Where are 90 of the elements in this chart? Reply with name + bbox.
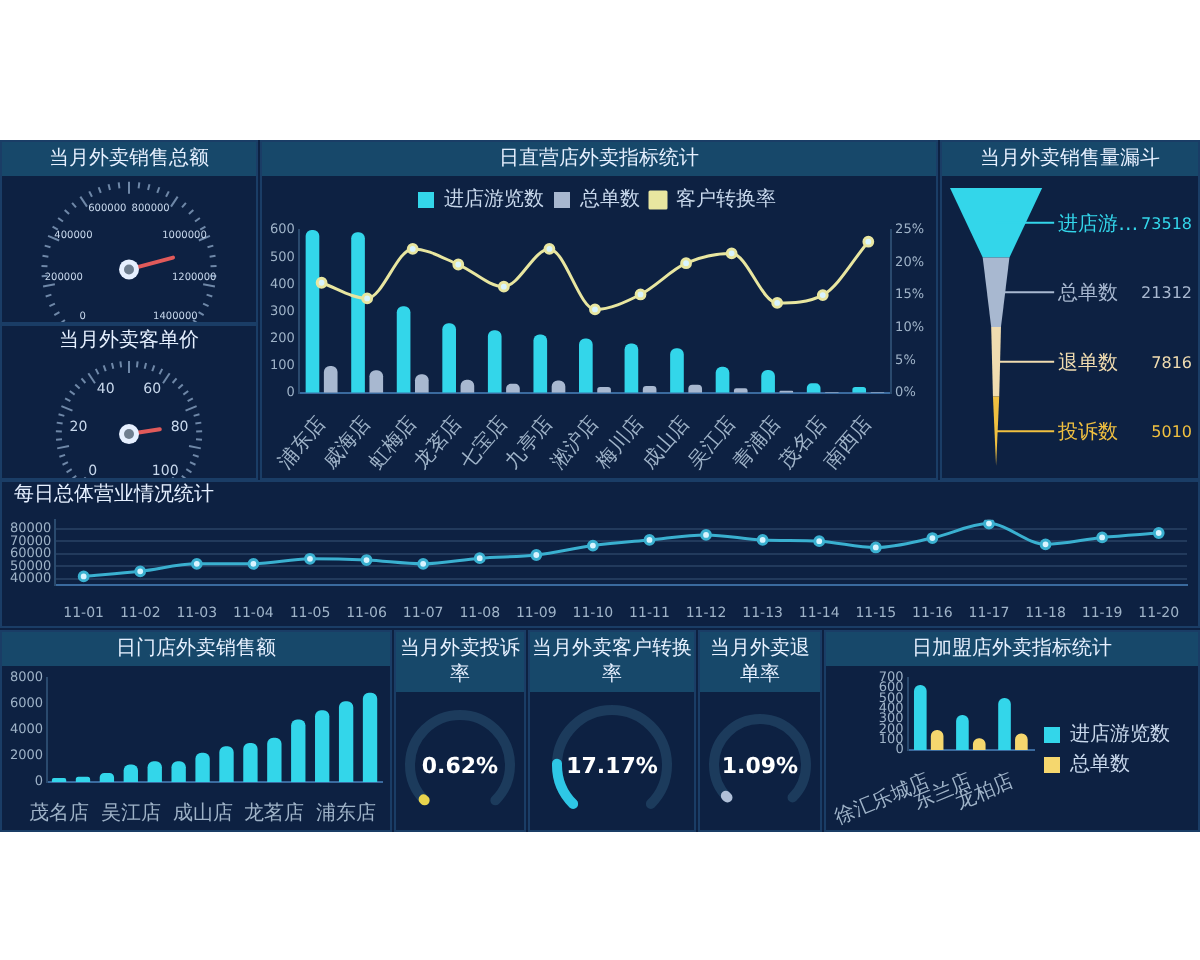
point <box>1152 527 1165 539</box>
bar <box>533 334 548 393</box>
x-tick-label: 吴江店 <box>100 801 161 826</box>
point <box>771 297 784 309</box>
point <box>1096 531 1109 544</box>
chart-title: 日加盟店外卖指标统计 <box>826 632 1198 666</box>
point <box>417 557 430 570</box>
bar <box>362 692 378 782</box>
bar <box>267 737 282 782</box>
data-label: 1.09% <box>721 753 799 779</box>
point <box>304 552 316 565</box>
bar <box>369 370 384 393</box>
x-tick-label: 龙茗店 <box>244 801 305 826</box>
bar <box>442 323 456 393</box>
bar <box>487 330 502 393</box>
bar <box>579 338 593 393</box>
point <box>700 528 712 541</box>
point <box>983 519 995 530</box>
category-label: 进店游… <box>1058 211 1139 236</box>
bar <box>195 752 210 782</box>
text: 当月外卖投诉率 <box>396 632 524 692</box>
data-label: 0.62% <box>421 753 499 779</box>
point <box>473 552 486 565</box>
point <box>1039 538 1052 551</box>
point <box>589 303 601 316</box>
data-label: 7816 <box>1151 353 1192 372</box>
bar <box>670 348 684 393</box>
bar <box>956 714 969 750</box>
data-label: 73518 <box>1141 214 1192 233</box>
point <box>77 570 90 583</box>
point <box>869 541 882 554</box>
text: 当月外卖销售量漏斗 <box>942 142 1198 176</box>
point <box>190 557 203 570</box>
bar <box>219 746 234 782</box>
point <box>530 549 543 561</box>
category-label: 投诉数 <box>1056 420 1119 445</box>
text: 当月外卖客单价 <box>57 327 201 356</box>
point <box>452 258 465 271</box>
bar <box>396 306 411 393</box>
bar <box>998 697 1011 750</box>
legend-label: 总单数 <box>578 187 640 212</box>
bar <box>243 742 258 782</box>
point <box>862 235 875 248</box>
legend-label: 总单数 <box>1068 752 1130 777</box>
point <box>134 565 147 578</box>
bar <box>351 232 365 393</box>
point <box>756 534 769 546</box>
bar <box>715 366 730 393</box>
point <box>586 539 599 552</box>
category-label: 总单数 <box>1056 281 1119 306</box>
point <box>725 247 738 260</box>
data-label: 21312 <box>1141 284 1192 303</box>
point <box>406 242 419 255</box>
data-label: 5010 <box>1151 423 1192 442</box>
point <box>360 554 373 566</box>
legend-label: 进店游览数 <box>1070 722 1170 747</box>
chart-title: 日直营店外卖指标统计 <box>262 142 936 176</box>
bar <box>305 230 320 393</box>
x-tick-label: 浦东店 <box>316 801 377 826</box>
point <box>543 242 556 255</box>
point <box>680 257 692 270</box>
bar <box>624 343 639 393</box>
chart-title: 每日总体营业情况统计 <box>12 482 216 508</box>
bar <box>291 719 306 782</box>
bar <box>147 761 162 782</box>
bar <box>171 761 186 782</box>
bar <box>338 701 354 782</box>
point <box>247 557 260 570</box>
x-tick-label: 成山店 <box>172 801 233 826</box>
bar <box>913 685 927 750</box>
bar <box>323 365 338 393</box>
point <box>813 535 826 548</box>
category-label: 退单数 <box>1058 350 1119 375</box>
bar <box>761 370 775 393</box>
point <box>634 288 647 301</box>
text: 当月外卖退单率 <box>700 632 820 692</box>
point <box>816 289 829 302</box>
legend-label: 客户转换率 <box>676 187 776 212</box>
text: 当月外卖客户转换率 <box>530 632 694 692</box>
point <box>643 534 656 546</box>
text: 当月外卖销售总额 <box>2 142 256 176</box>
x-tick-label: 茂名店 <box>29 801 90 826</box>
point <box>926 532 939 544</box>
point <box>361 292 374 305</box>
chart-title: 日门店外卖销售额 <box>2 632 390 666</box>
point <box>315 276 328 289</box>
legend-label: 进店游览数 <box>444 187 544 212</box>
data-label: 17.17% <box>566 753 658 779</box>
point <box>497 280 510 293</box>
bar <box>315 710 330 782</box>
